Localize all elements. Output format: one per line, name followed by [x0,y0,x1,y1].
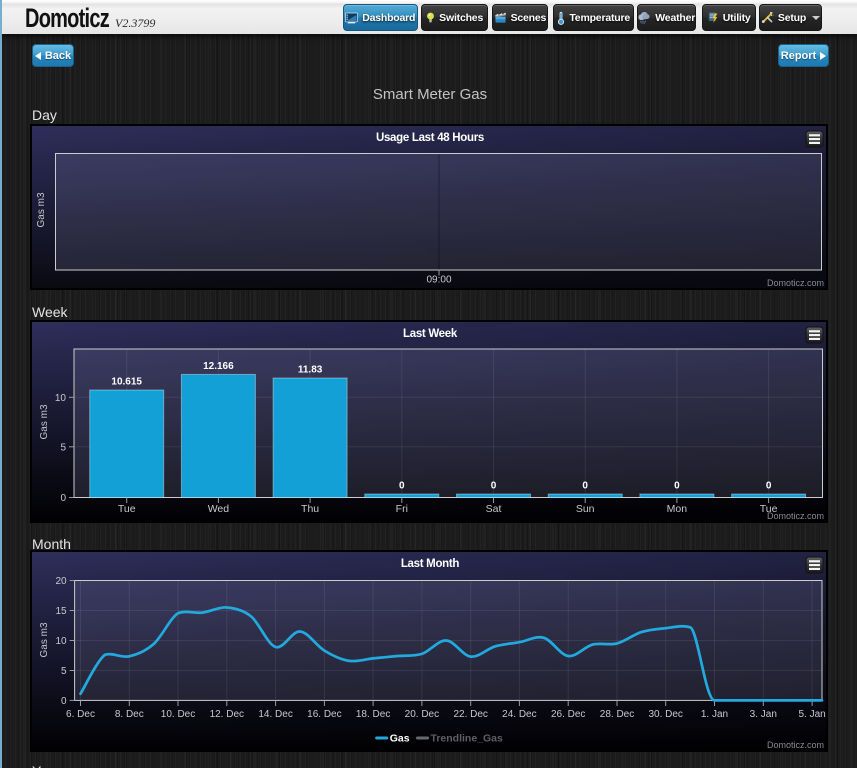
svg-text:22. Dec: 22. Dec [453,709,487,720]
svg-text:Tue: Tue [118,503,136,515]
svg-text:8. Dec: 8. Dec [115,709,144,720]
svg-text:Gas m3: Gas m3 [39,404,50,439]
svg-text:0: 0 [60,493,66,504]
svg-text:10.615: 10.615 [111,377,142,388]
svg-text:6. Dec: 6. Dec [66,709,95,720]
svg-text:28. Dec: 28. Dec [600,709,634,720]
svg-text:0: 0 [491,481,497,492]
svg-text:30. Dec: 30. Dec [648,709,682,720]
svg-text:0: 0 [582,481,588,492]
svg-text:10. Dec: 10. Dec [161,709,195,720]
svg-text:Gas m3: Gas m3 [36,192,47,227]
svg-text:Domoticz.com: Domoticz.com [767,511,824,521]
svg-text:Gas m3: Gas m3 [39,622,50,657]
svg-text:3. Jan: 3. Jan [750,709,777,720]
svg-text:0: 0 [674,481,680,492]
svg-text:Domoticz.com: Domoticz.com [767,278,824,288]
svg-text:18. Dec: 18. Dec [356,709,390,720]
svg-text:Mon: Mon [667,503,688,515]
svg-text:Thu: Thu [301,503,319,515]
svg-text:24. Dec: 24. Dec [502,709,536,720]
svg-text:09:00: 09:00 [426,275,451,286]
svg-text:1. Jan: 1. Jan [701,709,728,720]
svg-text:5: 5 [61,666,67,677]
svg-text:0: 0 [766,481,772,492]
svg-text:Sat: Sat [486,503,502,515]
svg-text:Last Month: Last Month [401,558,460,570]
svg-text:20. Dec: 20. Dec [405,709,439,720]
svg-text:0: 0 [399,481,405,492]
svg-text:10: 10 [55,636,67,647]
svg-text:26. Dec: 26. Dec [551,709,585,720]
svg-text:14. Dec: 14. Dec [258,709,292,720]
svg-text:Tue: Tue [760,503,778,515]
svg-text:5: 5 [60,442,66,453]
svg-text:12. Dec: 12. Dec [210,709,244,720]
svg-text:15: 15 [55,606,67,617]
svg-text:5. Jan: 5. Jan [798,709,825,720]
svg-text:Last Week: Last Week [403,328,458,340]
svg-text:11.83: 11.83 [298,365,323,376]
svg-text:10: 10 [55,393,67,404]
svg-text:Domoticz.com: Domoticz.com [767,740,824,750]
svg-text:Trendline_Gas: Trendline_Gas [431,733,504,745]
svg-text:Fri: Fri [396,503,408,515]
svg-text:16. Dec: 16. Dec [307,709,341,720]
svg-text:Gas: Gas [390,733,410,745]
svg-text:Usage Last 48 Hours: Usage Last 48 Hours [376,132,484,144]
svg-text:0: 0 [61,696,67,707]
svg-text:Sun: Sun [576,503,595,515]
svg-text:12.166: 12.166 [203,361,234,372]
svg-text:20: 20 [55,576,67,587]
svg-text:Wed: Wed [208,503,230,515]
